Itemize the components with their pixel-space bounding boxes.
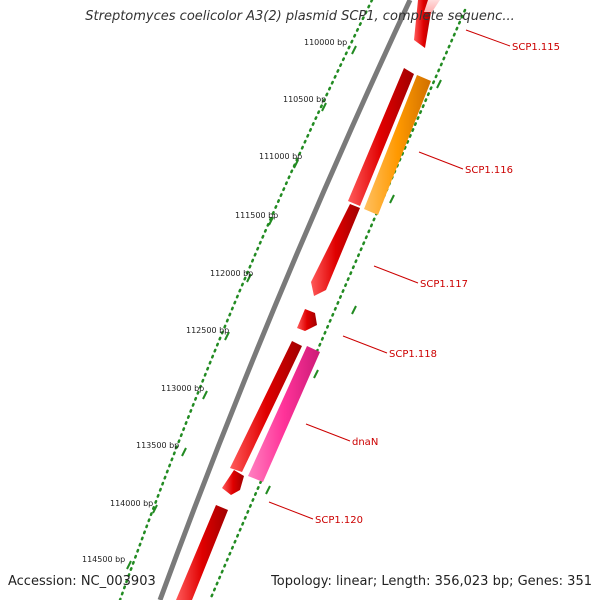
gene-lower-arrow[interactable] xyxy=(176,505,228,600)
gene-scp1-116-orange[interactable] xyxy=(364,75,431,215)
gene-label-scp1-115[interactable]: SCP1.115 xyxy=(512,42,560,53)
gene-scp1-117-arrow[interactable] xyxy=(311,204,360,296)
gene-label-scp1-116[interactable]: SCP1.116 xyxy=(465,165,513,176)
tick-label-112000: 112000 bp xyxy=(210,269,253,278)
gene-label-dnan[interactable]: dnaN xyxy=(352,437,378,448)
gene-scp1-115-fade xyxy=(424,0,440,12)
sequence-backbone xyxy=(157,0,413,601)
gene-dnan-arrow-forward[interactable] xyxy=(230,341,302,472)
gene-scp1-116-arrow[interactable] xyxy=(348,68,414,206)
tick-label-113000: 113000 bp xyxy=(161,384,204,393)
tick-label-110000: 110000 bp xyxy=(304,38,347,47)
tick-label-113500: 113500 bp xyxy=(136,441,179,450)
gene-scp1-120-arrow[interactable] xyxy=(222,470,244,495)
gene-dnan-pink[interactable] xyxy=(248,346,320,482)
accession-label: Accession: NC_003903 xyxy=(8,574,156,589)
gene-label-lines xyxy=(268,29,511,520)
tick-marks xyxy=(126,45,442,570)
tick-label-111500: 111500 bp xyxy=(235,211,278,220)
gene-scp1-118-arrow[interactable] xyxy=(297,309,317,331)
tick-label-114500: 114500 bp xyxy=(82,555,125,564)
inner-tick-track xyxy=(208,8,467,602)
gene-label-scp1-118[interactable]: SCP1.118 xyxy=(389,349,437,360)
tick-label-111000: 111000 bp xyxy=(259,152,302,161)
tick-label-114000: 114000 bp xyxy=(110,499,153,508)
gene-label-scp1-120[interactable]: SCP1.120 xyxy=(315,515,363,526)
map-title: Streptomyces coelicolor A3(2) plasmid SC… xyxy=(85,9,515,24)
sequence-info: Topology: linear; Length: 356,023 bp; Ge… xyxy=(271,574,592,589)
outer-tick-track xyxy=(118,0,374,602)
tick-label-110500: 110500 bp xyxy=(283,95,326,104)
gene-label-scp1-117[interactable]: SCP1.117 xyxy=(420,279,468,290)
tick-label-112500: 112500 bp xyxy=(186,326,229,335)
